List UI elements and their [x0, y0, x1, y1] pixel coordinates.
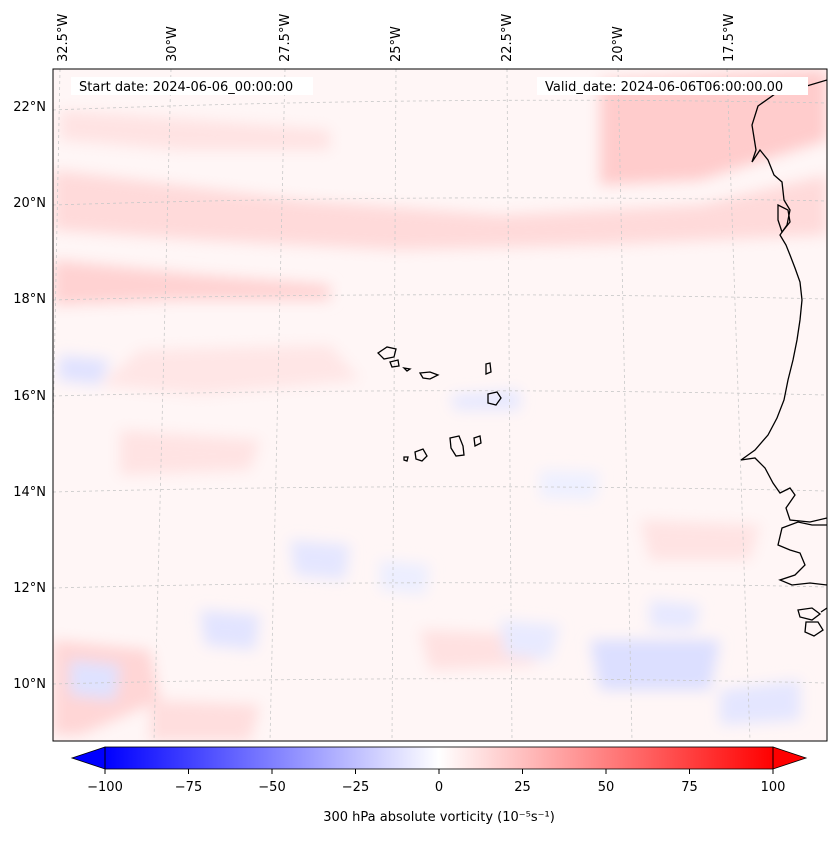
lon-label-30w: 30°W — [165, 26, 180, 62]
vorticity-field — [53, 70, 827, 741]
start-date-label: Start date: 2024-06-06_00:00:00 — [79, 80, 293, 95]
lon-label-17-5w: 17.5°W — [722, 14, 737, 62]
lat-label-14n: 14°N — [13, 485, 46, 500]
cb-tick-label: −50 — [258, 780, 285, 795]
lat-label-16n: 16°N — [13, 389, 46, 404]
lon-label-25w: 25°W — [389, 26, 404, 62]
start-date-box — [71, 77, 313, 95]
cape-verde-islands — [376, 346, 502, 462]
colorbar-tick-labels: −100 −75 −50 −25 0 25 50 75 100 — [87, 780, 785, 795]
cb-tick-label: 25 — [514, 780, 531, 795]
cb-tick-label: −100 — [87, 780, 123, 795]
colorbar-extend-high — [772, 746, 808, 770]
cb-tick-label: −25 — [342, 780, 369, 795]
lon-label-32-5w: 32.5°W — [56, 14, 71, 62]
lon-label-27-5w: 27.5°W — [278, 14, 293, 62]
lon-label-22-5w: 22.5°W — [500, 14, 515, 62]
colorbar-label: 300 hPa absolute vorticity (10⁻⁵s⁻¹) — [323, 810, 555, 825]
lat-label-12n: 12°N — [13, 581, 46, 596]
colorbar: −100 −75 −50 −25 0 25 50 75 100 300 hPa … — [70, 746, 808, 825]
cb-tick-label: 50 — [598, 780, 615, 795]
cb-tick-label: 0 — [435, 780, 443, 795]
lat-label-20n: 20°N — [13, 196, 46, 211]
lat-label-18n: 18°N — [13, 292, 46, 307]
valid-date-label: Valid_date: 2024-06-06T06:00:00.00 — [545, 80, 783, 95]
cb-tick-label: −75 — [175, 780, 202, 795]
lat-label-10n: 10°N — [13, 677, 46, 692]
valid-date-box — [537, 77, 808, 95]
lon-label-20w: 20°W — [611, 26, 626, 62]
lat-label-22n: 22°N — [13, 100, 46, 115]
colorbar-extend-low — [70, 746, 106, 770]
longitude-labels: 32.5°W 30°W 27.5°W 25°W 22.5°W 20°W 17.5… — [56, 14, 737, 62]
map-panel: Start date: 2024-06-06_00:00:00 Valid_da… — [53, 69, 827, 741]
coastline-africa — [740, 79, 827, 637]
map-frame — [52, 68, 828, 742]
cb-tick-label: 75 — [681, 780, 698, 795]
colorbar-ticks — [104, 769, 774, 774]
latitude-labels: 22°N 20°N 18°N 16°N 14°N 12°N 10°N — [13, 100, 46, 692]
colorbar-ramp — [105, 747, 773, 769]
cb-tick-label: 100 — [761, 780, 786, 795]
